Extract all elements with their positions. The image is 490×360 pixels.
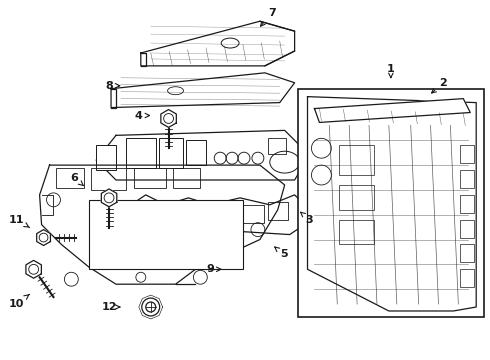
Polygon shape xyxy=(111,73,294,108)
Bar xyxy=(460,220,474,238)
Bar xyxy=(339,185,374,210)
Text: 11: 11 xyxy=(9,215,30,228)
Text: 4: 4 xyxy=(135,111,149,121)
Polygon shape xyxy=(40,165,285,284)
Text: 3: 3 xyxy=(300,212,313,225)
Bar xyxy=(339,220,374,244)
Bar xyxy=(126,138,156,168)
Bar xyxy=(89,200,243,269)
Bar xyxy=(159,138,183,168)
Bar xyxy=(56,168,84,188)
Polygon shape xyxy=(101,189,117,207)
Text: 9: 9 xyxy=(206,264,221,274)
Polygon shape xyxy=(37,230,50,246)
Bar xyxy=(460,195,474,213)
Bar xyxy=(136,205,158,223)
Bar xyxy=(215,205,237,223)
Polygon shape xyxy=(315,99,470,122)
Polygon shape xyxy=(308,96,476,311)
Bar xyxy=(268,202,288,220)
Text: 1: 1 xyxy=(387,64,395,77)
Bar xyxy=(460,145,474,163)
Bar xyxy=(297,89,484,317)
Bar xyxy=(460,170,474,188)
Text: 10: 10 xyxy=(9,294,29,309)
Text: 12: 12 xyxy=(101,302,120,312)
Bar xyxy=(134,168,166,188)
Bar xyxy=(187,205,208,223)
Text: 5: 5 xyxy=(275,247,288,260)
Bar xyxy=(460,244,474,262)
Polygon shape xyxy=(131,195,310,235)
Polygon shape xyxy=(26,260,41,278)
Bar xyxy=(460,269,474,287)
Bar xyxy=(161,205,182,223)
Polygon shape xyxy=(96,130,310,180)
Text: 7: 7 xyxy=(261,8,276,26)
Polygon shape xyxy=(141,21,294,66)
Text: 2: 2 xyxy=(432,78,447,93)
Bar xyxy=(242,205,264,223)
Polygon shape xyxy=(161,109,176,127)
Bar xyxy=(339,145,374,175)
Text: 8: 8 xyxy=(105,81,120,91)
Polygon shape xyxy=(119,205,131,225)
Bar xyxy=(187,140,206,165)
Text: 6: 6 xyxy=(71,173,83,185)
Bar xyxy=(91,168,126,190)
Bar xyxy=(96,145,116,170)
Bar xyxy=(268,138,286,154)
Bar xyxy=(172,168,200,188)
